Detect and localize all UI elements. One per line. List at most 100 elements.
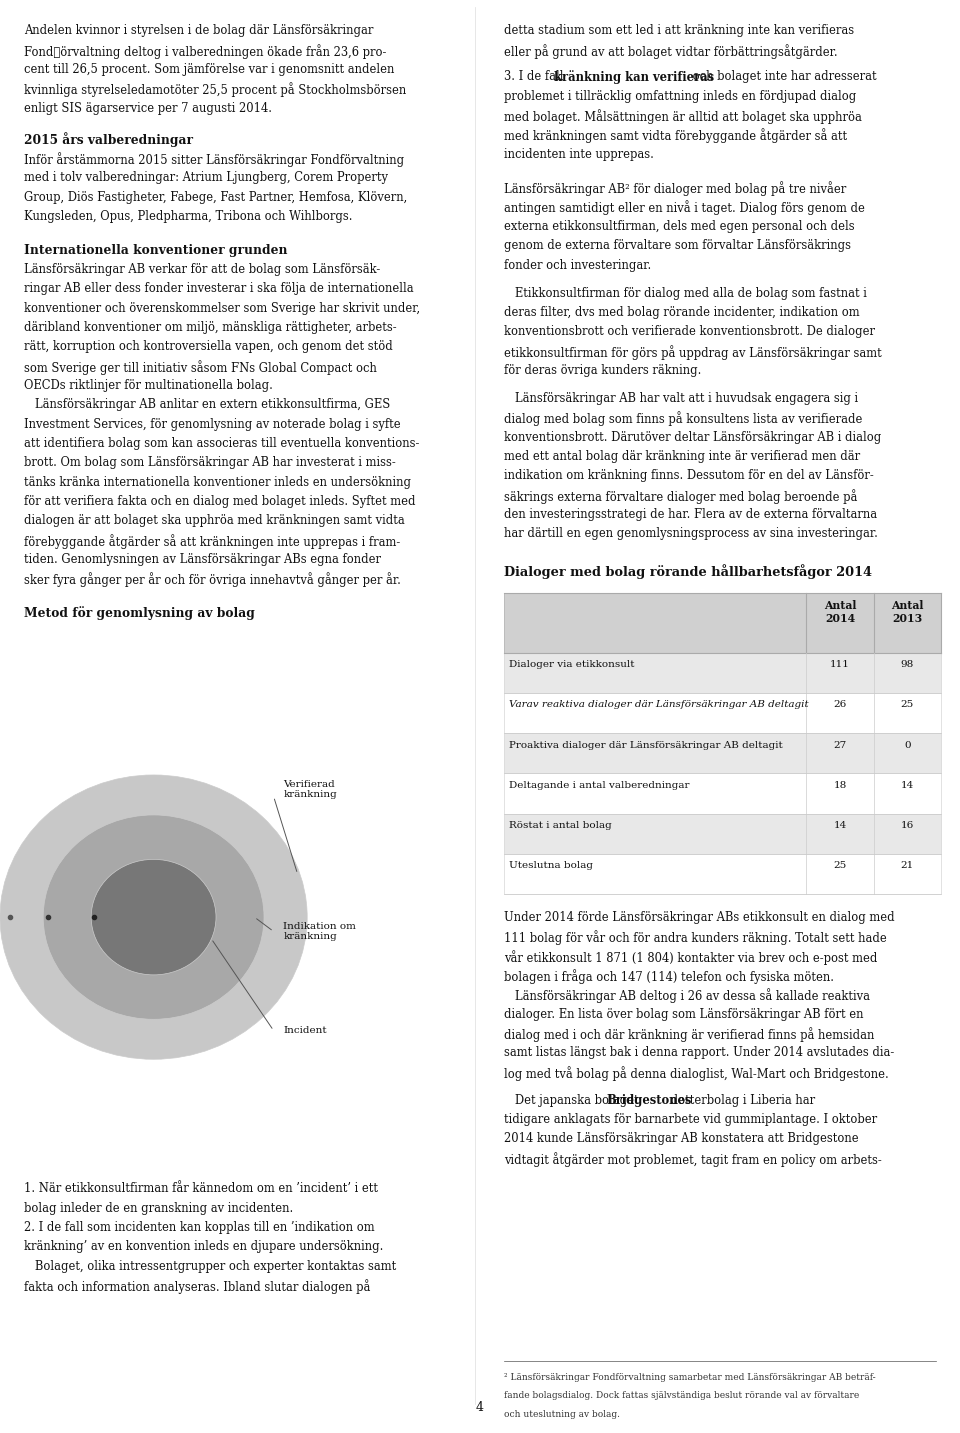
- Text: 4: 4: [476, 1401, 484, 1414]
- Text: Etikkonsultfirman för dialog med alla de bolag som fastnat i: Etikkonsultfirman för dialog med alla de…: [504, 287, 867, 299]
- Text: Länsförsäkringar AB har valt att i huvudsak engagera sig i: Länsförsäkringar AB har valt att i huvud…: [504, 391, 858, 406]
- Text: 27: 27: [833, 741, 847, 749]
- Text: 2015 års valberedningar: 2015 års valberedningar: [24, 132, 193, 148]
- Bar: [504, 694, 941, 734]
- Text: 111: 111: [830, 661, 850, 669]
- Text: kvinnliga styrelseledamotöter 25,5 procent på Stockholmsbörsen: kvinnliga styrelseledamotöter 25,5 proce…: [24, 82, 406, 97]
- Ellipse shape: [91, 860, 216, 974]
- Text: den investeringsstrategi de har. Flera av de externa förvaltarna: den investeringsstrategi de har. Flera a…: [504, 507, 877, 522]
- Text: Under 2014 förde Länsförsäkringar ABs etikkonsult en dialog med: Under 2014 förde Länsförsäkringar ABs et…: [504, 911, 895, 924]
- Ellipse shape: [0, 775, 307, 1059]
- Text: för att verifiera fakta och en dialog med bolaget inleds. Syftet med: för att verifiera fakta och en dialog me…: [24, 494, 416, 509]
- Bar: [504, 774, 941, 814]
- Text: Det japanska bolaget: Det japanska bolaget: [504, 1093, 642, 1106]
- Text: indikation om kränkning finns. Dessutom för en del av Länsför-: indikation om kränkning finns. Dessutom …: [504, 469, 874, 483]
- Text: Länsförsäkringar AB² för dialoger med bolag på tre nivåer: Länsförsäkringar AB² för dialoger med bo…: [504, 181, 847, 196]
- Text: med i tolv valberedningar: Atrium Ljungberg, Corem Property: med i tolv valberedningar: Atrium Ljungb…: [24, 171, 388, 185]
- Bar: [504, 814, 941, 854]
- Text: Länsförsäkringar AB verkar för att de bolag som Länsförsäk-: Länsförsäkringar AB verkar för att de bo…: [24, 262, 380, 277]
- Text: kränkning’ av en konvention inleds en djupare undersökning.: kränkning’ av en konvention inleds en dj…: [24, 1241, 383, 1254]
- Text: cent till 26,5 procent. Som jämförelse var i genomsnitt andelen: cent till 26,5 procent. Som jämförelse v…: [24, 63, 395, 76]
- Text: Bolaget, olika intressentgrupper och experter kontaktas samt: Bolaget, olika intressentgrupper och exp…: [24, 1260, 396, 1273]
- Text: incidenten inte upprepas.: incidenten inte upprepas.: [504, 148, 654, 160]
- Text: Internationella konventioner grunden: Internationella konventioner grunden: [24, 244, 287, 257]
- Text: Investment Services, för genomlysning av noterade bolag i syfte: Investment Services, för genomlysning av…: [24, 417, 400, 431]
- Text: Group, Diös Fastigheter, Fabege, Fast Partner, Hemfosa, Klövern,: Group, Diös Fastigheter, Fabege, Fast Pa…: [24, 191, 407, 203]
- Text: ² Länsförsäkringar Fondförvaltning samarbetar med Länsförsäkringar AB beträf-: ² Länsförsäkringar Fondförvaltning samar…: [504, 1373, 876, 1381]
- Text: säkrings externa förvaltare dialoger med bolag beroende på: säkrings externa förvaltare dialoger med…: [504, 489, 857, 503]
- Text: 0: 0: [904, 741, 910, 749]
- Text: samt listas längst bak i denna rapport. Under 2014 avslutades dia-: samt listas längst bak i denna rapport. …: [504, 1046, 895, 1059]
- Text: dialog med bolag som finns på konsultens lista av verifierade: dialog med bolag som finns på konsultens…: [504, 411, 862, 426]
- Text: 25: 25: [833, 861, 847, 870]
- Text: enligt SIS ägarservice per 7 augusti 2014.: enligt SIS ägarservice per 7 augusti 201…: [24, 102, 272, 115]
- Text: dotterbolag i Liberia har: dotterbolag i Liberia har: [667, 1093, 815, 1106]
- Text: 26: 26: [833, 701, 847, 709]
- Text: tänks kränka internationella konventioner inleds en undersökning: tänks kränka internationella konventione…: [24, 476, 411, 489]
- Text: 14: 14: [833, 821, 847, 830]
- Text: Bridgestones: Bridgestones: [607, 1093, 692, 1106]
- Text: konventioner och överenskommelser som Sverige har skrivit under,: konventioner och överenskommelser som Sv…: [24, 301, 420, 315]
- Bar: [504, 593, 941, 653]
- Text: Länsförsäkringar AB anlitar en extern etikkonsultfirma, GES: Länsförsäkringar AB anlitar en extern et…: [24, 398, 391, 411]
- Text: fakta och information analyseras. Ibland slutar dialogen på: fakta och information analyseras. Ibland…: [24, 1280, 371, 1294]
- Text: Länsförsäkringar AB deltog i 26 av dessa så kallade reaktiva: Länsförsäkringar AB deltog i 26 av dessa…: [504, 989, 870, 1003]
- Text: dialog med i och där kränkning är verifierad finns på hemsidan: dialog med i och där kränkning är verifi…: [504, 1027, 875, 1042]
- Text: externa etikkonsultfirman, dels med egen personal och dels: externa etikkonsultfirman, dels med egen…: [504, 219, 854, 234]
- Text: och uteslutning av bolag.: och uteslutning av bolag.: [504, 1410, 620, 1419]
- Text: 2. I de fall som incidenten kan kopplas till en ’indikation om: 2. I de fall som incidenten kan kopplas …: [24, 1221, 374, 1234]
- Text: 2014 kunde Länsförsäkringar AB konstatera att Bridgestone: 2014 kunde Länsförsäkringar AB konstater…: [504, 1132, 858, 1145]
- Text: Proaktiva dialoger där Länsförsäkringar AB deltagit: Proaktiva dialoger där Länsförsäkringar …: [509, 741, 782, 749]
- Text: genom de externa förvaltare som förvaltar Länsförsäkrings: genom de externa förvaltare som förvalta…: [504, 239, 851, 252]
- Text: brott. Om bolag som Länsförsäkringar AB har investerat i miss-: brott. Om bolag som Länsförsäkringar AB …: [24, 456, 396, 470]
- Text: log med två bolag på denna dialoglist, Wal-Mart och Bridgestone.: log med två bolag på denna dialoglist, W…: [504, 1066, 889, 1080]
- Text: 25: 25: [900, 701, 914, 709]
- Text: Antal
2013: Antal 2013: [891, 600, 924, 623]
- Bar: [504, 734, 941, 774]
- Text: och bolaget inte har adresserat: och bolaget inte har adresserat: [689, 70, 876, 83]
- Text: antingen samtidigt eller en nivå i taget. Dialog förs genom de: antingen samtidigt eller en nivå i taget…: [504, 201, 865, 215]
- Text: dialoger. En lista över bolag som Länsförsäkringar AB fört en: dialoger. En lista över bolag som Länsfö…: [504, 1007, 863, 1020]
- Text: 16: 16: [900, 821, 914, 830]
- Bar: [504, 653, 941, 694]
- Text: för deras övriga kunders räkning.: för deras övriga kunders räkning.: [504, 364, 702, 377]
- Text: med bolaget. Målsättningen är alltid att bolaget ska upphröa: med bolaget. Målsättningen är alltid att…: [504, 109, 862, 123]
- Text: bolag inleder de en granskning av incidenten.: bolag inleder de en granskning av incide…: [24, 1201, 293, 1215]
- Text: 18: 18: [833, 781, 847, 790]
- Text: Verifierad
kränkning: Verifierad kränkning: [283, 780, 337, 800]
- Text: som Sverige ger till initiativ såsom FNs Global Compact och: som Sverige ger till initiativ såsom FNs…: [24, 360, 377, 374]
- Text: 14: 14: [900, 781, 914, 790]
- Ellipse shape: [43, 815, 264, 1019]
- Text: konventionsbrott. Därutöver deltar Länsförsäkringar AB i dialog: konventionsbrott. Därutöver deltar Länsf…: [504, 430, 881, 444]
- Text: 3. I de fall: 3. I de fall: [504, 70, 567, 83]
- Text: fande bolagsdialog. Dock fattas självständiga beslut rörande val av förvaltare: fande bolagsdialog. Dock fattas självstä…: [504, 1391, 859, 1400]
- Text: etikkonsultfirman för görs på uppdrag av Länsförsäkringar samt: etikkonsultfirman för görs på uppdrag av…: [504, 344, 881, 360]
- Text: Incident: Incident: [283, 1026, 326, 1035]
- Text: med ett antal bolag där kränkning inte är verifierad men där: med ett antal bolag där kränkning inte ä…: [504, 450, 860, 463]
- Text: har därtill en egen genomlysningsprocess av sina investeringar.: har därtill en egen genomlysningsprocess…: [504, 527, 877, 540]
- Text: OECDs riktlinjer för multinationella bolag.: OECDs riktlinjer för multinationella bol…: [24, 378, 273, 393]
- Text: 1. När etikkonsultfirman får kännedom om en ’incident’ i ett: 1. När etikkonsultfirman får kännedom om…: [24, 1182, 378, 1195]
- Text: tidigare anklagats för barnarbete vid gummiplantage. I oktober: tidigare anklagats för barnarbete vid gu…: [504, 1113, 877, 1126]
- Text: detta stadium som ett led i att kränkning inte kan verifieras: detta stadium som ett led i att kränknin…: [504, 24, 854, 37]
- Text: 21: 21: [900, 861, 914, 870]
- Text: ringar AB eller dess fonder investerar i ska följa de internationella: ringar AB eller dess fonder investerar i…: [24, 282, 414, 295]
- Text: rätt, korruption och kontroversiella vapen, och genom det stöd: rätt, korruption och kontroversiella vap…: [24, 340, 393, 354]
- Text: 111 bolag för vår och för andra kunders räkning. Totalt sett hade: 111 bolag för vår och för andra kunders …: [504, 930, 887, 946]
- Text: problemet i tillräcklig omfattning inleds en fördjupad dialog: problemet i tillräcklig omfattning inled…: [504, 89, 856, 103]
- Text: tiden. Genomlysningen av Länsförsäkringar ABs egna fonder: tiden. Genomlysningen av Länsförsäkringa…: [24, 553, 381, 566]
- Text: Deltagande i antal valberedningar: Deltagande i antal valberedningar: [509, 781, 689, 790]
- Text: Uteslutna bolag: Uteslutna bolag: [509, 861, 592, 870]
- Text: Varav reaktiva dialoger där Länsförsäkringar AB deltagit: Varav reaktiva dialoger där Länsförsäkri…: [509, 701, 808, 709]
- Text: förebyggande åtgärder så att kränkningen inte upprepas i fram-: förebyggande åtgärder så att kränkningen…: [24, 533, 400, 549]
- Text: dialogen är att bolaget ska upphröa med kränkningen samt vidta: dialogen är att bolaget ska upphröa med …: [24, 514, 405, 527]
- Text: fonder och investeringar.: fonder och investeringar.: [504, 258, 651, 272]
- Text: Antal
2014: Antal 2014: [824, 600, 856, 623]
- Text: att identifiera bolag som kan associeras till eventuella konventions-: att identifiera bolag som kan associeras…: [24, 437, 420, 450]
- Text: Dialoger via etikkonsult: Dialoger via etikkonsult: [509, 661, 635, 669]
- Text: Dialoger med bolag rörande hållbarhetsfågor 2014: Dialoger med bolag rörande hållbarhetsfå…: [504, 563, 872, 579]
- Text: Röstat i antal bolag: Röstat i antal bolag: [509, 821, 612, 830]
- Text: eller på grund av att bolaget vidtar förbättringsåtgärder.: eller på grund av att bolaget vidtar för…: [504, 44, 838, 59]
- Text: Andelen kvinnor i styrelsen i de bolag där Länsförsäkringar: Andelen kvinnor i styrelsen i de bolag d…: [24, 24, 373, 37]
- Text: däribland konventioner om miljö, mänskliga rättigheter, arbets-: däribland konventioner om miljö, mänskli…: [24, 321, 396, 334]
